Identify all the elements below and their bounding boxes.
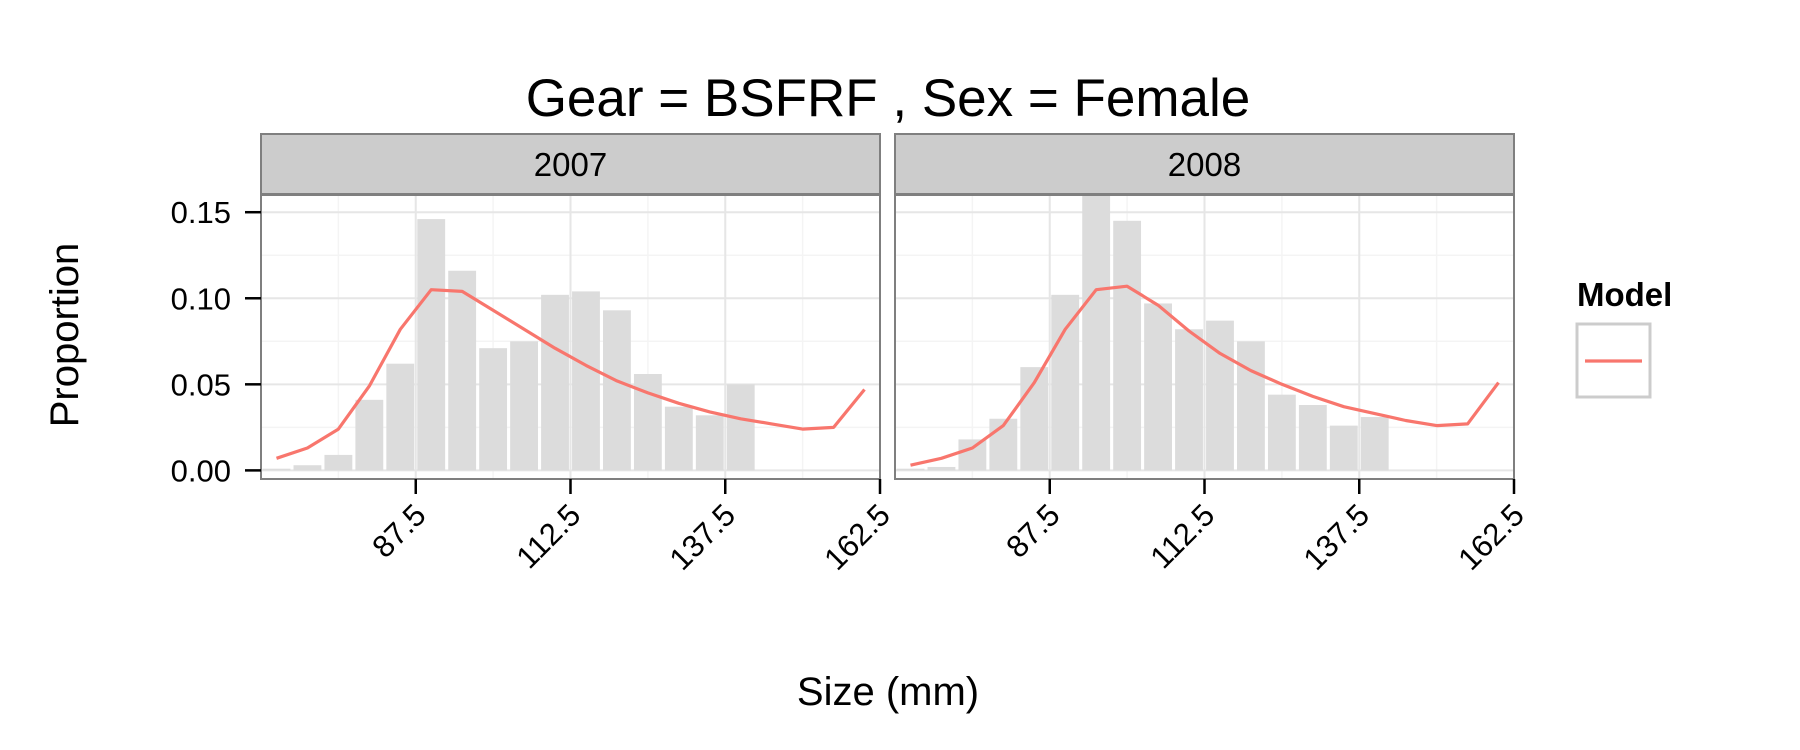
bar-2008-100 [1113,220,1142,471]
bar-2008-125 [1267,394,1296,471]
bar-2007-135 [695,415,724,471]
bar-2008-115 [1206,320,1234,471]
bar-2007-130 [664,406,693,471]
x-tick-label: 162.5 [817,497,897,577]
bar-2008-120 [1236,341,1265,471]
model-line-2008 [910,284,1500,467]
bar-2007-110 [541,294,569,471]
bar-2008-135 [1329,425,1358,471]
bar-2008-110 [1175,329,1203,471]
legend: Model [1575,276,1672,399]
legend-title: Model [1577,276,1672,313]
bar-2008-75 [958,439,987,471]
bar-2008-105 [1144,303,1173,471]
x-tick-label: 112.5 [509,497,587,575]
chart-title: Gear = BSFRF , Sex = Female [526,69,1251,128]
panel-2007: 2007 87.5 112.5 137.5 162.5 0.00 0.05 0.10 0.15 [171,133,897,577]
bar-2007-100 [479,348,508,471]
bar-2007-85 [386,363,415,471]
facet-strip-label: 2007 [534,146,607,183]
bar-2008-140 [1360,417,1389,471]
y-tick-label: 0.15 [171,195,231,230]
bar-2007-75 [324,454,353,471]
bar-2008-70 [927,466,956,471]
facet-strip [894,133,1515,195]
facet-strip-label: 2008 [1168,146,1241,183]
bar-2007-140 [726,384,755,471]
x-axis-label: Size (mm) [797,670,979,714]
bar-2008-90 [1051,294,1080,471]
bar-2008-95 [1082,195,1111,471]
bar-2007-95 [448,270,477,471]
bar-2008-65 [896,468,925,471]
y-tick-label: 0.05 [171,367,231,402]
x-tick-label: 137.5 [663,497,743,577]
bar-2007-90 [417,219,446,471]
y-tick-label: 0.00 [171,453,231,488]
bar-2007-115 [572,291,600,471]
bar-2007-120 [602,310,631,471]
model-line-2007 [275,288,866,460]
x-tick-label: 87.5 [999,497,1066,564]
bar-2007-105 [510,341,539,471]
bar-2007-70 [293,465,322,471]
x-tick-label: 112.5 [1143,497,1221,575]
y-tick-label: 0.10 [171,281,231,316]
x-tick-label: 137.5 [1297,497,1377,577]
bar-2007-65 [262,468,291,471]
bar-2008-130 [1298,404,1327,471]
y-axis-label: Proportion [43,243,87,428]
x-tick-label: 162.5 [1451,497,1531,577]
bar-2007-80 [355,399,384,471]
x-tick-label: 87.5 [365,497,432,564]
panel-2008: 2008 87.5 112.5 137.5 162.5 [894,133,1531,577]
facet-strip [260,133,881,195]
